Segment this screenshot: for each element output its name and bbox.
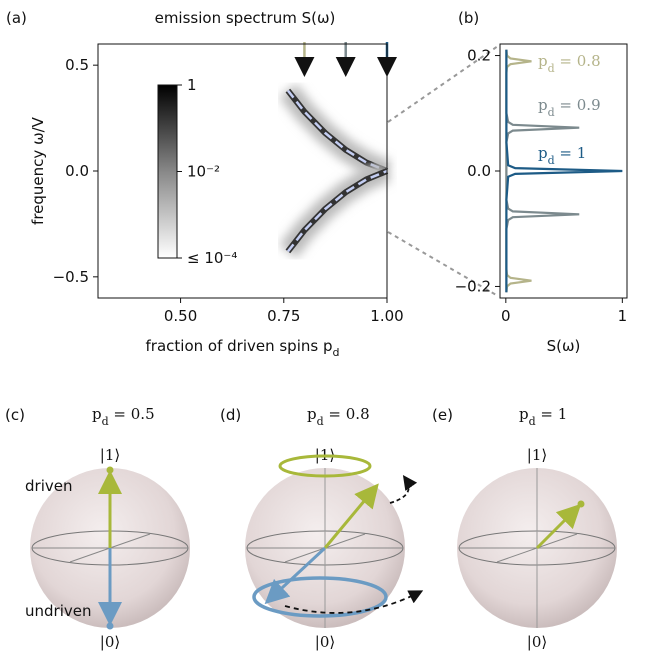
panel-label: (e): [432, 406, 453, 424]
tip: [577, 500, 585, 508]
panel-label: (c): [5, 406, 25, 424]
y-tick-label: 0.5: [65, 56, 89, 74]
panel-label: (d): [220, 406, 241, 424]
arrow-label: driven: [25, 477, 72, 495]
series-label: pd = 1: [538, 144, 586, 167]
colorbar-label: ≤ 10⁻⁴: [187, 249, 237, 267]
tip: [106, 466, 114, 474]
series-label: pd = 0.8: [538, 52, 601, 75]
x-tick-label: 1.00: [370, 307, 403, 325]
panel-title: pd = 0.5: [92, 405, 155, 428]
spectrum-line: [505, 49, 532, 293]
tip: [106, 622, 114, 630]
colorbar-label: 1: [187, 76, 197, 94]
plot-frame: [499, 43, 628, 299]
zoom-line: [387, 231, 499, 297]
x-tick-label: 0: [501, 307, 511, 325]
driven-arrow: [535, 503, 582, 550]
y-tick-label: −0.5: [53, 267, 89, 285]
dashed-curve: [286, 169, 388, 253]
y-tick-label: 0.0: [467, 162, 491, 180]
colorbar-label: 10⁻²: [187, 162, 220, 180]
spectrum-line: [505, 49, 580, 293]
y-axis-label: frequency ω/V: [29, 116, 47, 225]
zoom-line: [387, 45, 499, 123]
panel-label: (b): [458, 9, 479, 27]
panel-label: (a): [6, 9, 27, 27]
series-label: pd = 0.9: [538, 96, 601, 119]
x-axis-label: S(ω): [547, 337, 581, 355]
emission-shade: [279, 160, 392, 259]
rotation-arrow: [389, 475, 418, 504]
state-label: |0⟩: [527, 633, 547, 651]
y-tick-label: 0.0: [65, 162, 89, 180]
x-axis-label: fraction of driven spins pd: [146, 337, 340, 359]
y-tick-label: −0.2: [455, 277, 491, 295]
driven-arrow: [323, 483, 379, 549]
spectrum-line: [505, 49, 623, 293]
y-tick-label: 0.2: [467, 46, 491, 64]
dashed-curve: [286, 89, 388, 173]
panel-title: pd = 1: [519, 405, 567, 428]
precession-ring: [252, 576, 388, 618]
panel-title: pd = 0.8: [307, 405, 370, 428]
state-label: |0⟩: [100, 633, 120, 651]
x-tick-label: 0.75: [267, 307, 300, 325]
plot-frame: [97, 43, 388, 299]
precession-ring: [278, 454, 372, 478]
x-tick-label: 1: [618, 307, 628, 325]
x-tick-label: 0.50: [164, 307, 197, 325]
emission-shade: [279, 83, 392, 182]
chart-title: emission spectrum S(ω): [155, 9, 336, 27]
colorbar: [157, 84, 178, 259]
state-label: |1⟩: [100, 446, 120, 464]
arrow-label: undriven: [25, 602, 91, 620]
state-label: |1⟩: [527, 446, 547, 464]
undriven-arrow: [264, 546, 327, 605]
state-label: |0⟩: [315, 633, 335, 651]
